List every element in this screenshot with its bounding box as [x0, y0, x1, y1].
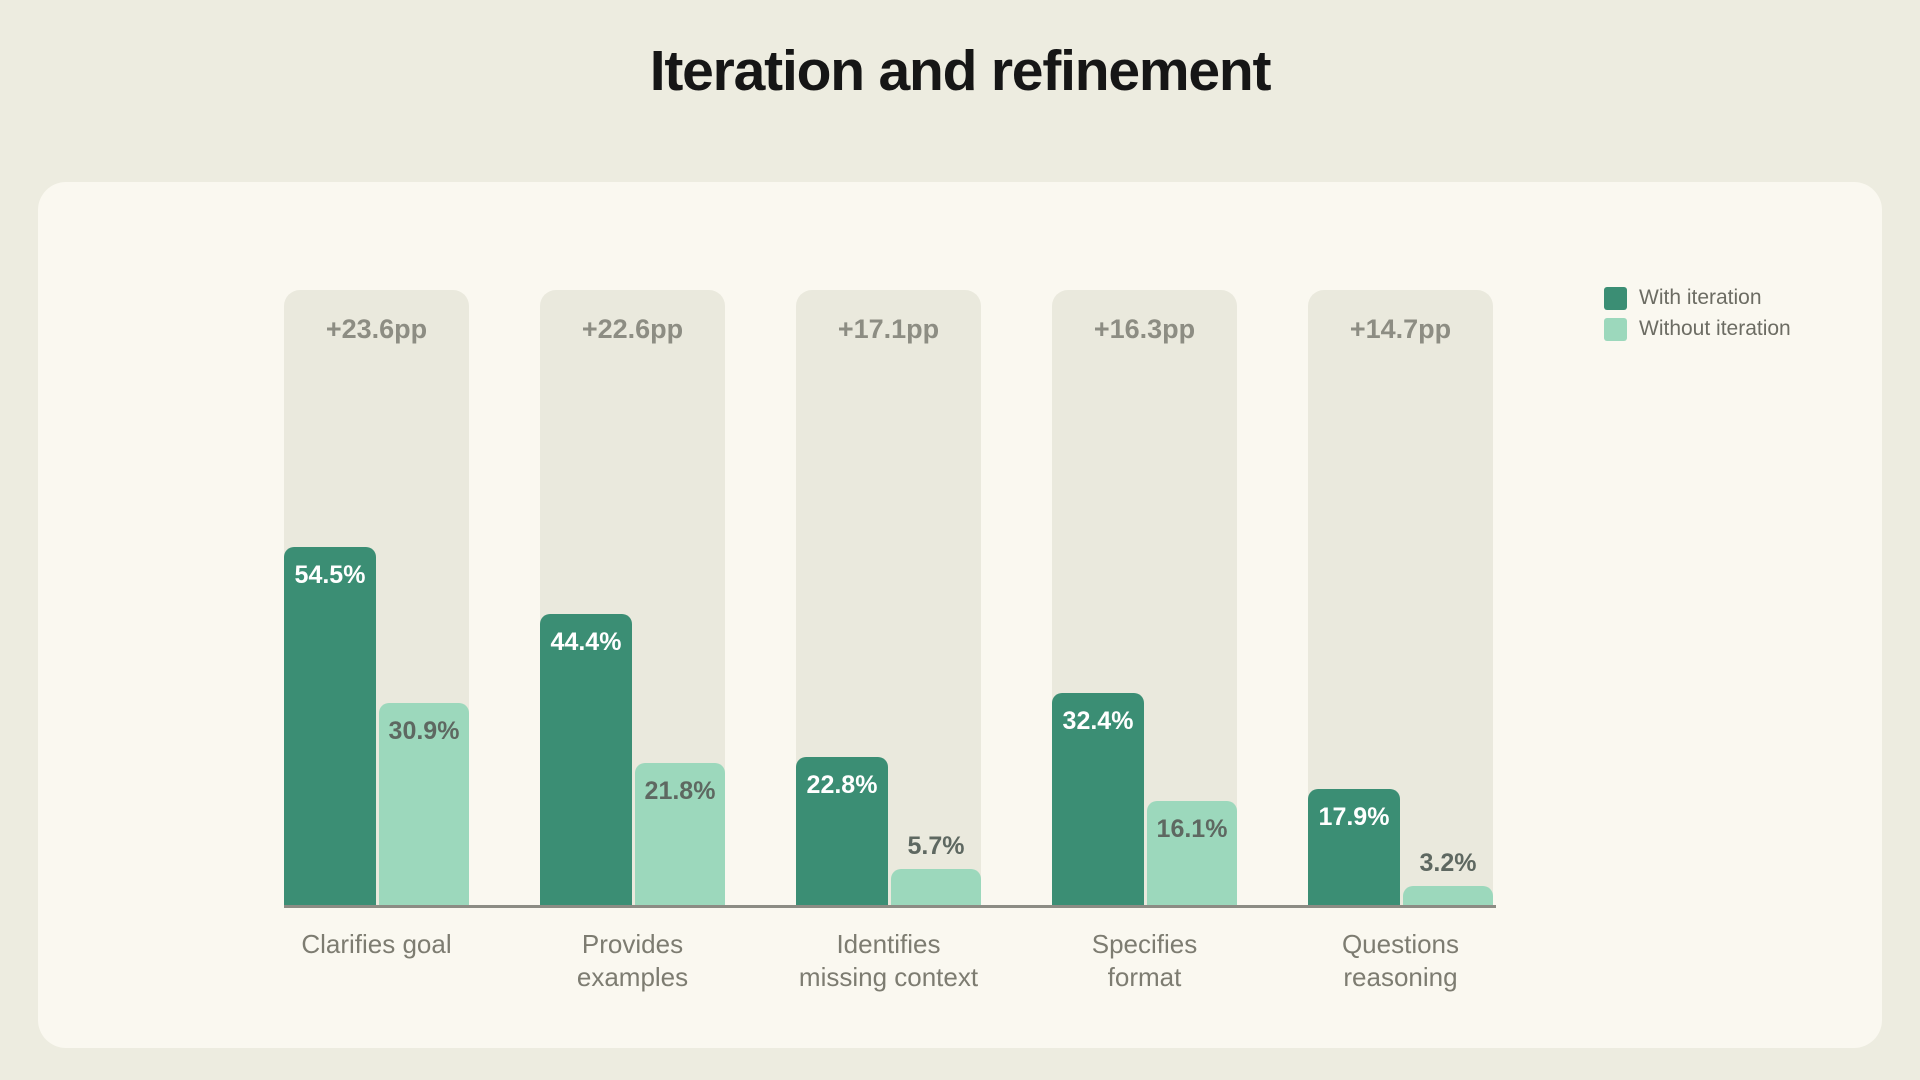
bar-without-iteration: 21.8%: [635, 763, 725, 907]
bar-with-iteration: 32.4%: [1052, 693, 1144, 907]
legend-swatch-icon: [1604, 286, 1627, 310]
legend-item-label: With iteration: [1639, 286, 1762, 309]
delta-label: +22.6pp: [581, 314, 684, 344]
legend-swatch-icon: [1604, 317, 1627, 341]
category-labels: Clarifies goal Provides examples Identifie…: [284, 928, 1493, 994]
bar-value-label: 16.1%: [1156, 815, 1228, 843]
bar-value-label: 22.8%: [806, 771, 878, 799]
bar-group: +23.6pp 54.5% 30.9%: [284, 290, 469, 907]
category-label: Clarifies goal: [301, 929, 452, 959]
legend-item: With iteration: [1604, 286, 1791, 310]
bar-group: +17.1pp 22.8% 5.7%: [796, 290, 981, 907]
category-label: Identifies missing context: [798, 929, 979, 992]
bar-value-label: 21.8%: [644, 777, 716, 805]
bar-group: +22.6pp 44.4% 21.8%: [540, 290, 725, 907]
legend-item: Without iteration: [1604, 317, 1791, 341]
bar-value-label: 54.5%: [294, 561, 366, 589]
bar-value-label: 44.4%: [550, 628, 622, 656]
bar-without-iteration: 30.9%: [379, 703, 469, 907]
bar-with-iteration: 17.9%: [1308, 789, 1400, 907]
delta-label: +14.7pp: [1349, 314, 1452, 344]
bar-with-iteration: 22.8%: [796, 757, 888, 907]
chart-card: +23.6pp 54.5% 30.9% +22.6pp 44.4% 21.8% …: [38, 182, 1882, 1048]
bar-group: +16.3pp 32.4% 16.1%: [1052, 290, 1237, 907]
bar-group: +14.7pp 17.9% 3.2%: [1308, 290, 1493, 907]
page-title: Iteration and refinement: [649, 39, 1272, 103]
legend-item-label: Without iteration: [1639, 317, 1791, 340]
category-label: Questions reasoning: [1341, 929, 1460, 992]
bar-value-label: 5.7%: [907, 832, 965, 860]
category-label: Provides examples: [576, 929, 689, 992]
bar-without-iteration: 3.2%: [1403, 849, 1493, 907]
delta-label: +16.3pp: [1093, 314, 1196, 344]
bar-without-iteration: 5.7%: [891, 832, 981, 907]
bar-value-label: 30.9%: [388, 717, 460, 745]
bar-with-iteration: 54.5%: [284, 547, 376, 907]
category-label: Specifies format: [1091, 929, 1198, 992]
x-axis-line: [284, 905, 1496, 908]
bar-with-iteration: 44.4%: [540, 614, 632, 907]
bar-chart: +23.6pp 54.5% 30.9% +22.6pp 44.4% 21.8% …: [284, 290, 1493, 907]
delta-label: +17.1pp: [837, 314, 940, 344]
bar-value-label: 32.4%: [1062, 707, 1134, 735]
bar-value-label: 17.9%: [1318, 803, 1390, 831]
delta-label: +23.6pp: [325, 314, 428, 344]
bar-without-iteration: 16.1%: [1147, 801, 1237, 907]
legend: With iteration Without iteration: [1604, 286, 1791, 348]
bar-value-label: 3.2%: [1419, 849, 1477, 877]
